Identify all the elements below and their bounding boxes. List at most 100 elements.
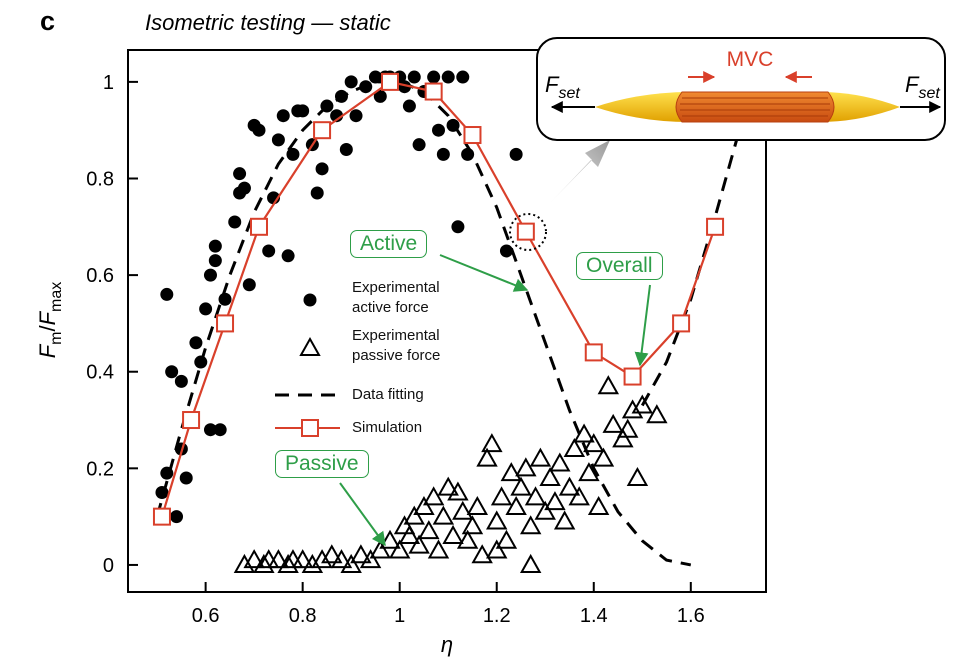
y-axis-label: Fm/Fmax	[35, 282, 65, 359]
active-point	[344, 75, 358, 89]
passive-point	[350, 544, 372, 564]
muscle-fibers	[680, 97, 830, 117]
passive-point	[587, 495, 610, 515]
passive-point	[490, 486, 513, 506]
y-label-part: F	[35, 343, 60, 358]
passive-point	[447, 481, 469, 501]
active-point	[233, 167, 247, 181]
active-point	[315, 162, 329, 176]
passive-point	[471, 544, 493, 564]
active-point	[339, 143, 353, 157]
active-point	[174, 374, 188, 388]
passive-point	[486, 539, 508, 559]
active-point	[276, 109, 290, 123]
inset-title: MVC	[727, 48, 774, 71]
simulation-point	[216, 314, 235, 333]
active-point	[208, 239, 222, 253]
active-point	[286, 147, 300, 161]
passive-point	[267, 549, 290, 569]
passive-point	[510, 476, 532, 496]
x-tick-label: 1.4	[580, 605, 608, 627]
simulation-point	[152, 507, 171, 526]
active-point	[262, 244, 276, 258]
active-point	[179, 471, 193, 485]
active-point	[451, 220, 465, 234]
passive-point	[621, 399, 644, 419]
y-label-part: F	[35, 310, 60, 325]
active-point	[330, 109, 344, 123]
annotation-arrow	[439, 254, 529, 292]
passive-point	[369, 539, 391, 559]
passive-point	[233, 553, 256, 573]
passive-point	[427, 539, 450, 559]
passive-point	[253, 553, 275, 573]
active-point	[432, 123, 446, 137]
active-point	[213, 423, 227, 437]
passive-point	[524, 486, 547, 506]
passive-point	[442, 524, 464, 544]
passive-point	[393, 515, 416, 535]
passive-point	[631, 394, 653, 414]
active-point	[349, 109, 363, 123]
passive-point	[617, 418, 639, 438]
passive-point	[486, 510, 508, 530]
simulation-point	[623, 367, 642, 386]
passive-point	[422, 486, 445, 506]
passive-point	[529, 447, 552, 467]
chart-title: Isometric testing — static	[145, 10, 391, 35]
active-point	[242, 278, 256, 292]
y-tick-label: 0.8	[86, 168, 114, 190]
passive-point	[519, 515, 542, 535]
passive-point	[452, 500, 474, 520]
active-point	[456, 70, 470, 84]
annotation-label: Active	[350, 230, 428, 258]
passive-point	[476, 447, 498, 467]
plot-area	[152, 70, 746, 573]
simulation-point	[313, 121, 332, 140]
annotation-arrow	[634, 284, 651, 367]
passive-point	[568, 486, 590, 506]
muscle	[675, 91, 835, 123]
annotation-label: Passive	[275, 450, 369, 478]
simulation-point	[516, 222, 535, 241]
active-point	[441, 70, 455, 84]
legend-label: Experimental passive force	[352, 327, 441, 364]
active-point	[436, 147, 450, 161]
active-point	[194, 355, 208, 369]
passive-point	[558, 476, 581, 496]
plot-frame	[127, 49, 767, 593]
active-point	[228, 215, 242, 229]
annotation-arrow	[339, 482, 386, 547]
active-point	[252, 123, 266, 137]
active-point	[310, 186, 324, 200]
passive-point	[563, 437, 586, 458]
passive-point	[626, 466, 649, 486]
passive-point	[578, 462, 600, 482]
passive-point	[340, 553, 362, 573]
force-subscript: set	[918, 85, 940, 102]
passive-point	[592, 447, 615, 467]
passive-point	[461, 515, 484, 535]
passive-point	[398, 524, 421, 544]
passive-point	[505, 495, 527, 515]
active-point	[271, 133, 285, 147]
active-point	[237, 181, 251, 195]
passive-point	[413, 495, 435, 515]
active-point	[170, 510, 184, 524]
passive-point	[243, 549, 265, 569]
passive-point	[646, 404, 668, 424]
active-point	[281, 249, 295, 263]
y-label-part: max	[48, 282, 65, 312]
x-tick-label: 1.6	[677, 605, 705, 627]
x-tick-label: 0.8	[289, 605, 317, 627]
passive-point	[539, 466, 561, 486]
passive-point	[544, 491, 566, 511]
passive-point	[515, 457, 537, 477]
simulation-point	[380, 72, 399, 91]
active-point	[412, 138, 426, 152]
y-tick-label: 0.4	[86, 362, 114, 384]
active-point	[407, 70, 421, 84]
passive-point	[549, 452, 571, 472]
